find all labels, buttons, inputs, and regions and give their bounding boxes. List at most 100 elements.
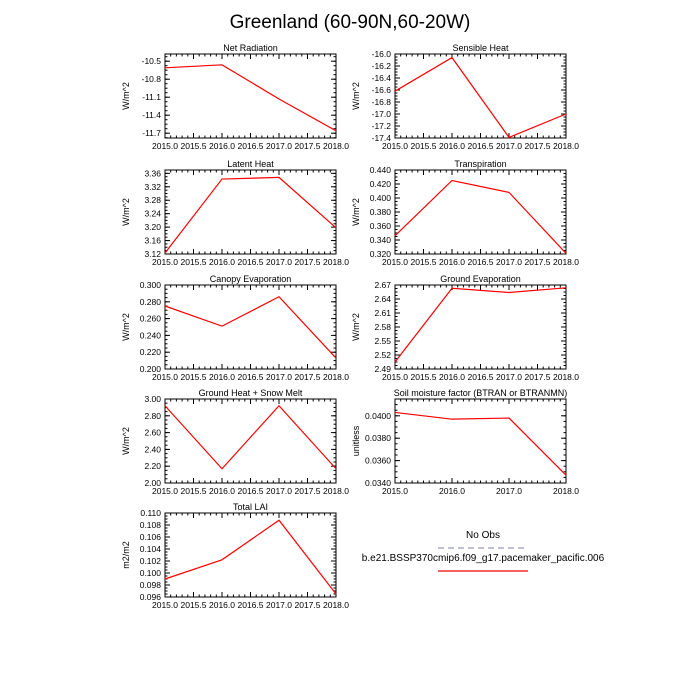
x-tick-label: 2016.0 bbox=[439, 372, 465, 382]
y-axis-label: m2/m2 bbox=[121, 541, 131, 569]
y-axis-label: W/m^2 bbox=[121, 82, 131, 110]
y-tick-label: 3.20 bbox=[144, 222, 161, 232]
x-tick-label: 2016.0 bbox=[439, 486, 465, 496]
legend-obs-label: No Obs bbox=[466, 530, 500, 541]
x-tick-label: 2015.0 bbox=[152, 486, 178, 496]
y-tick-label: -16.6 bbox=[372, 85, 392, 95]
y-tick-label: 2.61 bbox=[374, 308, 391, 318]
x-tick-label: 2016.5 bbox=[238, 600, 264, 610]
y-tick-label: 0.104 bbox=[140, 544, 162, 554]
y-tick-label: 3.16 bbox=[144, 236, 161, 246]
x-tick-label: 2018.0 bbox=[323, 486, 349, 496]
x-tick-label: 2017.5 bbox=[295, 372, 321, 382]
y-tick-label: 2.58 bbox=[374, 322, 391, 332]
y-tick-label: 0.280 bbox=[140, 297, 162, 307]
y-tick-label: 0.220 bbox=[140, 347, 162, 357]
y-tick-label: -16.0 bbox=[372, 49, 392, 59]
y-tick-label: 3.00 bbox=[144, 394, 161, 404]
x-tick-label: 2016.5 bbox=[468, 257, 494, 267]
x-tick-label: 2015.0 bbox=[152, 600, 178, 610]
y-tick-label: 3.32 bbox=[144, 182, 161, 192]
y-tick-label: 2.64 bbox=[374, 294, 391, 304]
y-tick-label: -10.5 bbox=[142, 56, 162, 66]
panel-frame bbox=[394, 284, 567, 370]
y-tick-label: -16.8 bbox=[372, 97, 392, 107]
panel-frame bbox=[394, 398, 567, 484]
y-tick-label: 3.24 bbox=[144, 209, 161, 219]
y-tick-label: 0.096 bbox=[140, 592, 162, 602]
y-axis-label: W/m^2 bbox=[121, 198, 131, 226]
x-tick-label: 2018.0 bbox=[323, 257, 349, 267]
x-tick-label: 2017.0 bbox=[266, 486, 292, 496]
y-tick-label: 0.240 bbox=[140, 330, 162, 340]
y-tick-label: 2.67 bbox=[374, 280, 391, 290]
legend: No Obs b.e21.BSSP370cmip6.f09_g17.pacema… bbox=[362, 530, 605, 572]
series-line bbox=[164, 519, 337, 595]
x-tick-label: 2016.0 bbox=[209, 141, 235, 151]
x-tick-label: 2017.5 bbox=[525, 372, 551, 382]
x-tick-label: 2015.5 bbox=[181, 372, 207, 382]
y-tick-label: 0.100 bbox=[140, 568, 162, 578]
panel-title: Latent Heat bbox=[227, 159, 274, 169]
y-tick-label: 0.0360 bbox=[365, 456, 391, 466]
panel-title: Canopy Evaporation bbox=[210, 274, 292, 284]
x-tick-label: 2015.0 bbox=[382, 486, 408, 496]
y-tick-label: 2.00 bbox=[144, 478, 161, 488]
series-line bbox=[394, 287, 567, 363]
panel-4: Transpiration W/m^2 2015.0 2015.5 2016.0 2016… bbox=[351, 159, 579, 267]
x-tick-label: 2018.0 bbox=[323, 141, 349, 151]
x-tick-label: 2015.0 bbox=[382, 141, 408, 151]
panel-title: Total LAI bbox=[233, 502, 268, 512]
x-tick-label: 2017.0 bbox=[266, 372, 292, 382]
panel-title: Sensible Heat bbox=[452, 43, 509, 53]
panel-frame bbox=[164, 284, 337, 370]
x-tick-label: 2018.0 bbox=[323, 600, 349, 610]
y-tick-label: 0.260 bbox=[140, 314, 162, 324]
y-tick-label: -11.7 bbox=[142, 128, 161, 138]
panel-frame bbox=[394, 169, 567, 255]
x-tick-label: 2017.0 bbox=[266, 141, 292, 151]
x-tick-label: 2016.5 bbox=[238, 372, 264, 382]
x-tick-label: 2016.5 bbox=[238, 486, 264, 496]
panel-frame bbox=[394, 53, 567, 139]
y-axis-label: W/m^2 bbox=[121, 427, 131, 455]
y-tick-label: 2.80 bbox=[144, 411, 161, 421]
panel-3: Latent Heat W/m^2 2015.0 2015.5 2016.0 2016.5… bbox=[121, 159, 349, 267]
y-tick-label: 0.440 bbox=[370, 165, 392, 175]
y-tick-label: 0.340 bbox=[370, 235, 392, 245]
y-tick-label: 2.40 bbox=[144, 444, 161, 454]
y-axis-label: W/m^2 bbox=[121, 313, 131, 341]
panel-title: Ground Heat + Snow Melt bbox=[199, 388, 303, 398]
x-tick-label: 2015.5 bbox=[181, 600, 207, 610]
y-tick-label: 0.102 bbox=[140, 556, 162, 566]
y-tick-label: 0.200 bbox=[140, 364, 162, 374]
y-tick-label: 0.106 bbox=[140, 532, 162, 542]
panel-title: Net Radiation bbox=[223, 43, 278, 53]
y-axis-label: unitless bbox=[351, 425, 361, 456]
y-tick-label: 3.28 bbox=[144, 195, 161, 205]
x-tick-label: 2018.0 bbox=[553, 486, 579, 496]
series-line bbox=[394, 179, 567, 254]
panel-5: Canopy Evaporation W/m^2 2015.0 2015.5 2016.… bbox=[121, 274, 349, 382]
x-tick-label: 2018.0 bbox=[323, 372, 349, 382]
x-tick-label: 2016.5 bbox=[238, 257, 264, 267]
y-tick-label: 0.320 bbox=[370, 249, 392, 259]
x-tick-label: 2015.0 bbox=[152, 372, 178, 382]
y-tick-label: 0.420 bbox=[370, 179, 392, 189]
y-tick-label: 3.36 bbox=[144, 168, 161, 178]
panel-2: Sensible Heat W/m^2 2015.0 2015.5 2016.0 2016… bbox=[351, 43, 579, 151]
panel-title: Soil moisture factor (BTRAN or BTRANMN) bbox=[394, 388, 568, 398]
x-tick-label: 2015.5 bbox=[411, 257, 437, 267]
y-axis-label: W/m^2 bbox=[351, 198, 361, 226]
series-line bbox=[164, 296, 337, 359]
x-tick-label: 2016.5 bbox=[468, 372, 494, 382]
y-tick-label: 2.20 bbox=[144, 461, 161, 471]
x-tick-label: 2016.0 bbox=[439, 141, 465, 151]
x-tick-label: 2018.0 bbox=[553, 257, 579, 267]
y-tick-label: 3.12 bbox=[144, 249, 161, 259]
series-line bbox=[164, 404, 337, 470]
x-tick-label: 2017.5 bbox=[525, 141, 551, 151]
y-tick-label: 0.098 bbox=[140, 580, 162, 590]
